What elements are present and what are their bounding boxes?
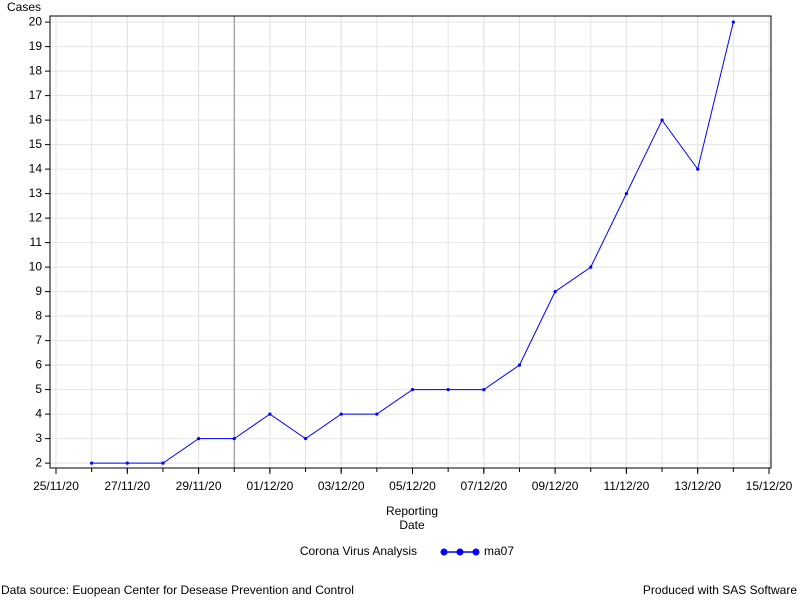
- x-tick-label: 15/12/20: [746, 479, 793, 493]
- x-tick-label: 13/12/20: [674, 479, 721, 493]
- data-point: [410, 388, 415, 392]
- data-point: [197, 437, 201, 441]
- y-axis-label: Cases: [7, 0, 41, 14]
- plot-frame: [49, 15, 772, 469]
- data-point: [161, 461, 165, 465]
- data-point: [90, 461, 94, 465]
- data-point: [660, 118, 664, 122]
- x-tick-label: 03/12/20: [318, 479, 365, 493]
- x-tick-label: 07/12/20: [460, 479, 507, 493]
- data-point: [589, 265, 593, 269]
- legend-swatch: [472, 548, 480, 556]
- data-point: [624, 192, 629, 196]
- data-point: [553, 290, 557, 294]
- x-tick-label: 01/12/20: [247, 479, 294, 493]
- x-tick-label: 05/12/20: [389, 479, 436, 493]
- y-tick-label: 8: [35, 308, 42, 322]
- footnote: Produced with SAS Software: [643, 583, 797, 597]
- legend-swatch: [440, 548, 448, 556]
- y-tick-label: 15: [29, 137, 43, 151]
- x-tick-label: 25/11/20: [33, 479, 79, 493]
- y-tick-label: 19: [29, 39, 43, 53]
- x-tick-label: 29/11/20: [176, 479, 222, 493]
- y-tick-label: 13: [29, 186, 43, 200]
- y-tick-label: 14: [29, 161, 43, 175]
- y-tick-label: 20: [29, 14, 43, 28]
- data-point: [446, 388, 450, 392]
- data-point: [482, 388, 486, 392]
- data-point: [517, 363, 522, 367]
- data-point: [731, 20, 735, 24]
- y-tick-label: 3: [35, 431, 42, 445]
- data-point: [125, 461, 129, 465]
- x-axis-label: Reporting: [386, 504, 438, 518]
- y-tick-label: 16: [29, 112, 43, 126]
- data-point: [232, 437, 236, 441]
- data-point: [303, 437, 308, 441]
- data-point: [696, 167, 700, 171]
- data-point: [339, 412, 343, 416]
- y-tick-label: 18: [29, 63, 43, 77]
- y-tick-label: 5: [35, 382, 42, 396]
- y-tick-label: 4: [35, 406, 42, 420]
- y-tick-label: 12: [29, 210, 43, 224]
- x-axis-label: Date: [399, 518, 425, 532]
- footnote: Data source: Euopean Center for Desease …: [1, 583, 354, 597]
- y-tick-label: 11: [30, 235, 43, 249]
- y-tick-label: 2: [35, 455, 42, 469]
- x-tick-label: 09/12/20: [532, 479, 579, 493]
- y-tick-label: 17: [29, 88, 43, 102]
- x-tick-label: 11/12/20: [603, 479, 649, 493]
- y-tick-label: 7: [35, 333, 42, 347]
- data-point: [268, 412, 272, 416]
- y-tick-label: 9: [35, 284, 42, 298]
- y-tick-label: 10: [29, 259, 43, 273]
- x-tick-label: 27/11/20: [104, 479, 150, 493]
- data-point: [375, 412, 379, 416]
- legend-label: ma07: [484, 544, 514, 558]
- y-tick-label: 6: [35, 357, 42, 371]
- legend-title: Corona Virus Analysis: [300, 544, 417, 558]
- legend-swatch: [456, 548, 464, 556]
